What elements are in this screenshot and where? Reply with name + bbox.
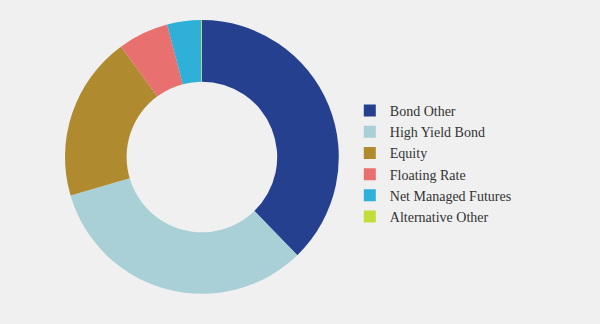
svg-text:Alternative Other: Alternative Other [390, 210, 489, 225]
svg-text:High Yield Bond: High Yield Bond [390, 125, 485, 140]
svg-text:Floating Rate: Floating Rate [390, 168, 466, 183]
svg-text:Equity: Equity [390, 146, 427, 161]
svg-text:Net Managed Futures: Net Managed Futures [390, 189, 511, 204]
svg-text:Bond Other: Bond Other [390, 104, 456, 119]
